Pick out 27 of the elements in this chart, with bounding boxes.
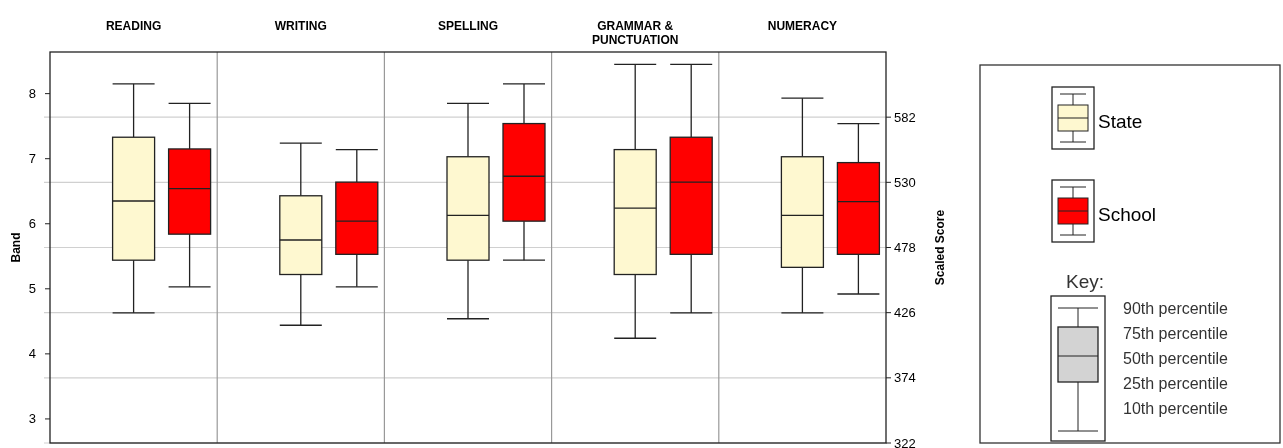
- y-tick-label: 3: [28, 411, 36, 427]
- text: Key:: [1065, 271, 1105, 292]
- text: 25th percentile: [1123, 374, 1229, 392]
- x-tick-label: WRITING: [274, 19, 327, 33]
- y-tick-label: 8: [28, 86, 36, 102]
- y2-tick-label: 530: [894, 174, 916, 190]
- y2-tick-label: 426: [894, 305, 916, 321]
- y-tick-label: 4: [28, 346, 36, 362]
- legend-label: School: [1098, 203, 1157, 225]
- y-tick-label: 6: [28, 216, 36, 232]
- y2-tick-label: 478: [894, 240, 916, 256]
- text: 75th percentile: [1123, 324, 1229, 342]
- text: 50th percentile: [1123, 349, 1229, 367]
- x-tick-label: NUMERACY: [767, 19, 838, 33]
- y2-axis-title: Scaled Score: [933, 209, 947, 286]
- y-tick-label: 7: [28, 151, 36, 167]
- legend-label: State: [1098, 110, 1143, 132]
- x-tick-label: GRAMMAR & PUNCTUATION: [591, 19, 679, 47]
- x-tick-label: SPELLING: [437, 19, 499, 33]
- y-axis-title: Band: [9, 232, 23, 263]
- y2-tick-label: 374: [894, 370, 916, 386]
- text: 10th percentile: [1123, 399, 1229, 417]
- text: 90th percentile: [1123, 299, 1229, 317]
- y2-tick-label: 582: [894, 109, 916, 125]
- x-tick-label: READING: [105, 19, 162, 33]
- y-tick-label: 5: [28, 281, 36, 297]
- y2-tick-label: 322: [894, 435, 916, 448]
